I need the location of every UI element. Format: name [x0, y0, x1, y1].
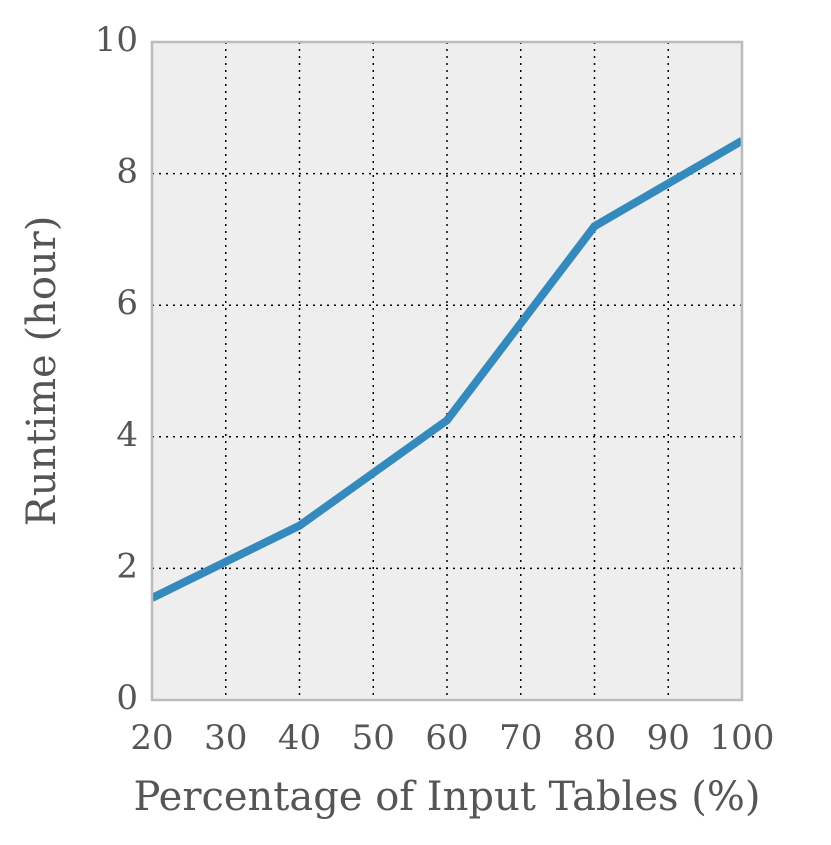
y-tick-label: 2	[116, 546, 138, 586]
y-tick-label: 8	[116, 152, 138, 192]
line	[152, 137, 742, 602]
x-tick-label: 100	[710, 718, 775, 758]
x-tick-label: 50	[352, 718, 395, 758]
y-tick-label: 10	[95, 20, 138, 60]
y-tick-label: 0	[116, 678, 138, 718]
x-tick-label: 20	[130, 718, 173, 758]
plot-border	[150, 40, 744, 702]
y-tick-label: 6	[116, 283, 138, 323]
x-tick-label: 90	[647, 718, 690, 758]
x-tick-label: 40	[278, 718, 321, 758]
x-axis-label: Percentage of Input Tables (%)	[134, 774, 761, 820]
x-tick-label: 70	[499, 718, 542, 758]
y-axis-label: Runtime (hour)	[19, 216, 65, 527]
x-tick-label: 80	[573, 718, 616, 758]
x-tick-label: 60	[425, 718, 468, 758]
y-tick-label: 4	[116, 415, 138, 455]
x-tick-label: 30	[204, 718, 247, 758]
